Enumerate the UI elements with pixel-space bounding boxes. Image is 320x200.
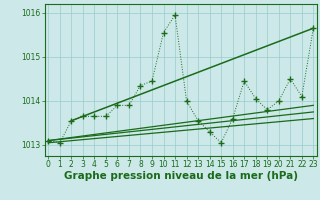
X-axis label: Graphe pression niveau de la mer (hPa): Graphe pression niveau de la mer (hPa) [64,171,298,181]
